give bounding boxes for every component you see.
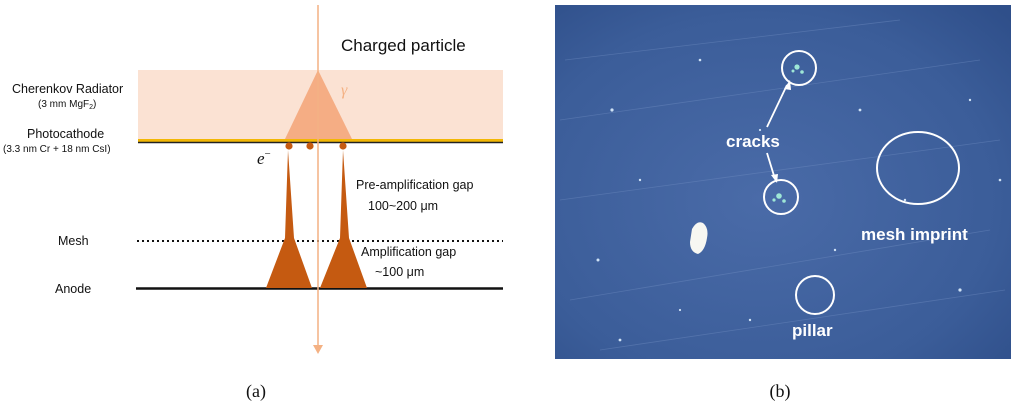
label-cracks: cracks bbox=[726, 132, 780, 151]
amp-gap-line2: ~100 μm bbox=[375, 265, 424, 279]
dust-specks bbox=[596, 58, 1002, 342]
crack-feature-top bbox=[791, 64, 804, 74]
radiator-detail: (3 mm MgF2) bbox=[38, 99, 96, 111]
label-pillar: pillar bbox=[792, 321, 833, 340]
caption-a: (a) bbox=[246, 381, 266, 402]
mesh-label: Mesh bbox=[58, 234, 89, 248]
panel-a-diagram: Charged particle Cherenkov Radiator (3 m… bbox=[3, 5, 503, 402]
photocathode-stripe bbox=[138, 139, 503, 142]
charged-particle-label: Charged particle bbox=[341, 36, 466, 55]
surface-scratches bbox=[559, 19, 1006, 351]
photoelectron-2 bbox=[306, 142, 314, 150]
crack-circle-top bbox=[781, 50, 817, 86]
photoelectron-3 bbox=[339, 142, 347, 150]
photocathode-detail: (3.3 nm Cr + 18 nm CsI) bbox=[3, 144, 111, 155]
crack-arrow-top bbox=[766, 84, 788, 128]
radiator-label: Cherenkov Radiator bbox=[12, 82, 123, 96]
photoelectron-1 bbox=[285, 142, 293, 150]
preamp-gap-line1: Pre-amplification gap bbox=[356, 178, 473, 192]
annotations bbox=[763, 50, 960, 315]
anode-label: Anode bbox=[55, 282, 91, 296]
pillar-circle bbox=[795, 275, 835, 315]
avalanche-left bbox=[266, 150, 312, 288]
crack-arrowhead-bottom bbox=[771, 174, 778, 183]
label-mesh-imprint: mesh imprint bbox=[861, 225, 968, 244]
electron-symbol: e− bbox=[257, 148, 271, 168]
crack-feature-bottom bbox=[772, 193, 786, 203]
amp-gap-line1: Amplification gap bbox=[361, 245, 456, 259]
photocathode-label: Photocathode bbox=[27, 127, 104, 141]
particle-arrowhead bbox=[313, 345, 323, 354]
crack-arrowhead-top bbox=[784, 80, 791, 90]
avalanche-right bbox=[320, 150, 367, 288]
caption-b: (b) bbox=[770, 381, 791, 402]
gamma-symbol: γ bbox=[341, 82, 348, 99]
bright-debris bbox=[690, 222, 708, 254]
preamp-gap-line2: 100~200 μm bbox=[368, 199, 438, 213]
photo-edge-glow bbox=[865, 5, 1011, 146]
crack-circle-bottom bbox=[763, 179, 799, 215]
mesh-imprint-circle bbox=[876, 131, 960, 205]
panel-b-photo: cracks mesh imprint pillar (b) bbox=[555, 5, 1011, 402]
